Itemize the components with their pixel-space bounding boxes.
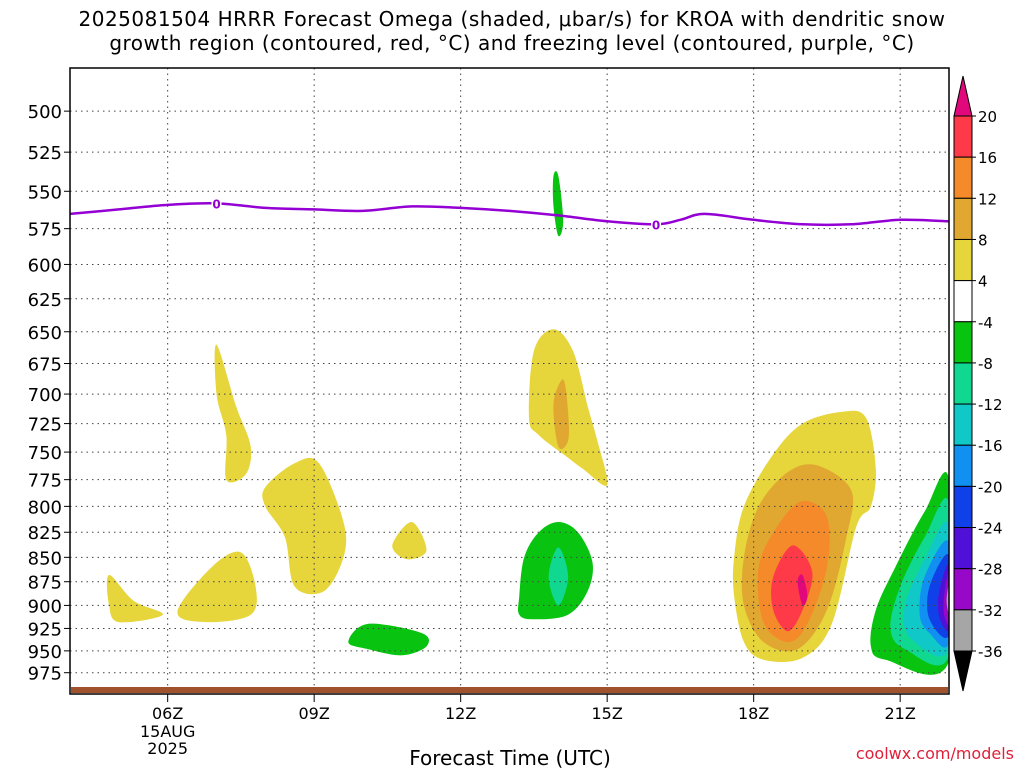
omega-region-2	[214, 344, 252, 483]
colorbar-label-1: 16	[978, 149, 997, 167]
y-tick-label-825: 825	[28, 523, 62, 544]
y-tick-label-650: 650	[28, 323, 62, 344]
plot-frame	[69, 67, 950, 695]
omega-region-3	[262, 457, 347, 595]
colorbar-band-7	[953, 403, 973, 446]
x-date-label-0: 15AUG	[140, 722, 195, 741]
colorbar-bottom-arrow	[953, 650, 973, 692]
x-tick-label-06Z: 06Z	[152, 704, 183, 723]
omega-shading-layer	[106, 171, 949, 675]
colorbar-band-10	[953, 527, 973, 570]
y-tick-label-725: 725	[28, 415, 62, 436]
y-tick-label-600: 600	[28, 255, 62, 276]
omega-region-15	[797, 574, 808, 606]
x-axis-title: Forecast Time (UTC)	[409, 746, 611, 768]
y-tick-label-750: 750	[28, 443, 62, 464]
freezing-level-label-1: 0	[652, 218, 660, 232]
colorbar-label-11: -28	[978, 561, 1003, 579]
freezing-level-label-0: 0	[212, 197, 220, 211]
freezing-label-bg-1	[651, 217, 661, 231]
chart-title-line2: growth region (contoured, red, °C) and f…	[109, 31, 915, 55]
y-tick-label-800: 800	[28, 497, 62, 518]
y-tick-label-850: 850	[28, 548, 62, 569]
colorbar-band-2	[953, 197, 973, 240]
y-tick-label-675: 675	[28, 354, 62, 375]
colorbar-label-7: -12	[978, 396, 1003, 414]
y-tick-label-900: 900	[28, 596, 62, 617]
x-tick-label-21Z: 21Z	[885, 704, 916, 723]
grid-layer	[70, 68, 949, 694]
x-tick-label-15Z: 15Z	[592, 704, 623, 723]
omega-region-7	[552, 171, 564, 237]
colorbar-label-8: -16	[978, 437, 1003, 455]
colorbar-label-3: 8	[978, 231, 988, 249]
colorbar-band-5	[953, 321, 973, 364]
y-tick-label-975: 975	[28, 664, 62, 685]
x-tick-label-12Z: 12Z	[445, 704, 476, 723]
colorbar-band-12	[953, 609, 973, 652]
y-tick-label-550: 550	[28, 182, 62, 203]
colorbar-label-12: -32	[978, 602, 1003, 620]
x-tick-label-09Z: 09Z	[299, 704, 330, 723]
y-tick-label-500: 500	[28, 102, 62, 123]
colorbar-band-9	[953, 485, 973, 529]
colorbar-band-6	[953, 362, 973, 405]
y-tick-label-925: 925	[28, 619, 62, 640]
omega-region-14	[771, 545, 813, 632]
omega-region-9	[548, 547, 569, 606]
colorbar-band-8	[953, 444, 973, 487]
colorbar-label-9: -20	[978, 478, 1003, 496]
omega-region-10	[348, 623, 430, 656]
omega-region-4	[392, 521, 427, 560]
y-axis: 500 525 550 575 600 625 650 675 700 725 750 775 800 8…	[28, 102, 70, 685]
omega-region-22	[943, 572, 949, 625]
freezing-label-bg-0	[211, 196, 222, 210]
terrain-layer	[71, 687, 948, 693]
omega-region-6	[553, 379, 570, 450]
colorbar-label-6: -8	[978, 355, 993, 373]
y-tick-label-625: 625	[28, 290, 62, 311]
terrain-strip	[71, 687, 948, 693]
colorbar-band-3	[953, 238, 973, 282]
y-tick-label-875: 875	[28, 573, 62, 594]
chart-title-line1: 2025081504 HRRR Forecast Omega (shaded, …	[78, 7, 946, 31]
colorbar-band-1	[953, 156, 973, 199]
colorbar-band-0	[953, 115, 973, 158]
x-date-label-1: 2025	[147, 739, 188, 758]
omega-region-5	[528, 329, 608, 486]
freezing-level-line	[70, 202, 949, 227]
colorbar-label-0: 20	[978, 108, 997, 126]
colorbar-label-2: 12	[978, 190, 997, 208]
credit-link[interactable]: coolwx.com/models	[855, 744, 1014, 763]
freezing-level-layer: 00	[70, 196, 949, 232]
colorbar-band-4	[953, 280, 973, 323]
colorbar: 20 16 12 8 4 -4 -8 -12 -16 -20 -24 -28 -32 -36	[953, 75, 1003, 692]
omega-region-0	[106, 574, 163, 623]
y-tick-label-775: 775	[28, 471, 62, 492]
y-tick-label-575: 575	[28, 220, 62, 241]
y-tick-label-700: 700	[28, 385, 62, 406]
colorbar-top-arrow	[953, 75, 973, 117]
y-tick-label-525: 525	[28, 143, 62, 164]
colorbar-label-4: 4	[978, 273, 988, 291]
omega-region-1	[177, 551, 257, 623]
colorbar-label-13: -36	[978, 643, 1003, 661]
colorbar-label-10: -24	[978, 520, 1003, 538]
colorbar-label-5: -4	[978, 314, 993, 332]
y-tick-label-950: 950	[28, 642, 62, 663]
x-tick-label-18Z: 18Z	[738, 704, 769, 723]
colorbar-band-11	[953, 568, 973, 611]
